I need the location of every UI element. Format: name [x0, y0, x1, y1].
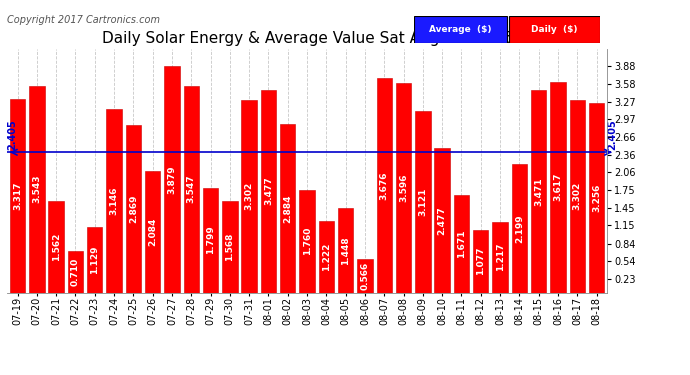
Bar [164, 66, 179, 292]
Bar [509, 16, 600, 43]
Bar [222, 201, 237, 292]
Text: 1.217: 1.217 [495, 243, 504, 271]
Bar [357, 260, 373, 292]
Text: 1.760: 1.760 [302, 227, 312, 255]
Bar [569, 100, 585, 292]
Bar [550, 82, 566, 292]
Text: 1.222: 1.222 [322, 243, 331, 271]
Bar [435, 148, 450, 292]
Text: 3.617: 3.617 [553, 173, 562, 201]
Text: 0.710: 0.710 [71, 258, 80, 286]
Text: 1.671: 1.671 [457, 230, 466, 258]
Text: 2.869: 2.869 [129, 195, 138, 223]
Bar [203, 188, 218, 292]
Bar [589, 103, 604, 292]
Bar [280, 124, 295, 292]
Text: 3.547: 3.547 [187, 175, 196, 203]
Bar [106, 109, 121, 292]
Text: 3.302: 3.302 [245, 182, 254, 210]
Text: 1.799: 1.799 [206, 226, 215, 254]
Bar [184, 86, 199, 292]
Text: 3.676: 3.676 [380, 171, 388, 200]
Text: Daily  ($): Daily ($) [531, 25, 578, 34]
Bar [145, 171, 160, 292]
Bar [10, 99, 26, 292]
Text: Copyright 2017 Cartronics.com: Copyright 2017 Cartronics.com [7, 15, 160, 25]
Text: 1.077: 1.077 [476, 247, 485, 275]
Text: 2.884: 2.884 [284, 194, 293, 223]
Text: 1.568: 1.568 [226, 232, 235, 261]
Text: 3.146: 3.146 [110, 186, 119, 215]
Bar [29, 86, 45, 292]
Text: 3.879: 3.879 [168, 165, 177, 194]
Text: 3.543: 3.543 [32, 175, 41, 204]
Bar [512, 164, 527, 292]
Bar [473, 230, 489, 292]
Text: 2.405: 2.405 [8, 119, 17, 150]
Text: 0.566: 0.566 [360, 262, 369, 290]
Bar [241, 100, 257, 292]
Text: Average  ($): Average ($) [429, 25, 492, 34]
Text: 3.317: 3.317 [13, 182, 22, 210]
Bar [299, 190, 315, 292]
Text: 2.405: 2.405 [608, 119, 618, 150]
Text: 1.562: 1.562 [52, 233, 61, 261]
Text: 3.121: 3.121 [418, 188, 427, 216]
Text: 2.084: 2.084 [148, 217, 157, 246]
Text: 3.596: 3.596 [399, 173, 408, 202]
Text: 1.448: 1.448 [341, 236, 350, 265]
Bar [68, 251, 83, 292]
Bar [454, 195, 469, 292]
Text: 2.477: 2.477 [437, 206, 446, 235]
Bar [338, 208, 353, 292]
Bar [414, 16, 507, 43]
Title: Daily Solar Energy & Average Value Sat Aug 19 19:46: Daily Solar Energy & Average Value Sat A… [102, 31, 512, 46]
Text: 2.199: 2.199 [515, 214, 524, 243]
Bar [493, 222, 508, 292]
Text: 3.256: 3.256 [592, 183, 601, 212]
Bar [87, 226, 102, 292]
Bar [48, 201, 64, 292]
Bar [319, 221, 334, 292]
Bar [396, 83, 411, 292]
Bar [415, 111, 431, 292]
Text: 3.477: 3.477 [264, 177, 273, 206]
Bar [531, 90, 546, 292]
Text: 3.471: 3.471 [534, 177, 543, 206]
Text: 3.302: 3.302 [573, 182, 582, 210]
Bar [377, 78, 392, 292]
Bar [126, 125, 141, 292]
Bar [261, 90, 276, 292]
Text: 1.129: 1.129 [90, 245, 99, 274]
